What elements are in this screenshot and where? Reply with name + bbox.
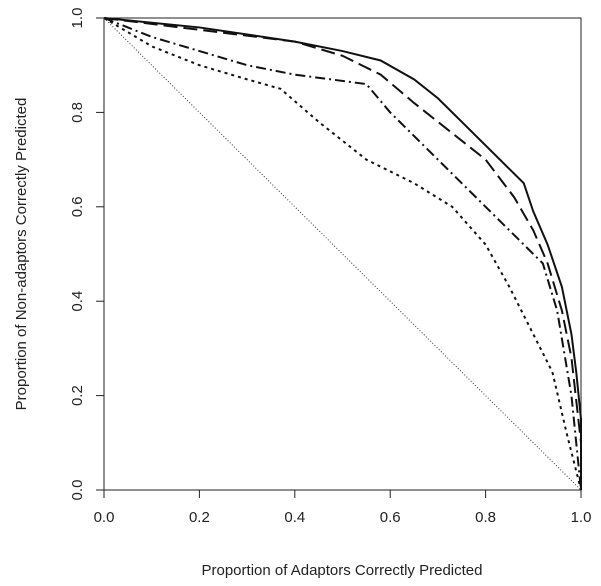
x-tick-label: 0.4 (284, 509, 305, 526)
y-tick-label: 0.4 (69, 291, 86, 312)
series-line (103, 17, 582, 491)
y-tick-label: 1.0 (69, 8, 86, 29)
x-tick-label: 0.6 (380, 509, 401, 526)
y-tick-label: 0.0 (69, 480, 86, 501)
x-tick-label: 0.0 (94, 509, 115, 526)
series-line (103, 17, 582, 490)
y-axis-label: Proportion of Non-adaptors Correctly Pre… (13, 98, 30, 411)
x-tick-label: 0.8 (475, 509, 496, 526)
x-tick-label: 1.0 (571, 509, 592, 526)
series-line (103, 17, 582, 491)
x-tick-label: 0.2 (189, 509, 210, 526)
x-axis-label: Proportion of Adaptors Correctly Predict… (202, 562, 483, 579)
y-tick-label: 0.2 (69, 385, 86, 406)
y-tick-label: 0.8 (69, 102, 86, 123)
plot-frame (103, 17, 582, 491)
y-tick-label: 0.6 (69, 196, 86, 217)
